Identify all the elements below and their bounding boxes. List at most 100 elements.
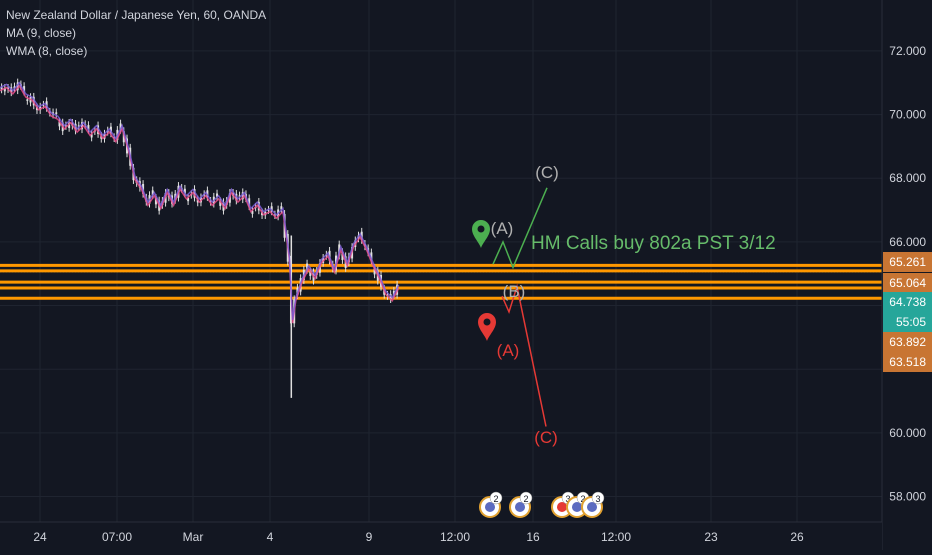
wave-label[interactable]: (C) bbox=[534, 428, 558, 447]
y-tick-label: 70.000 bbox=[889, 108, 926, 122]
chart-legend: New Zealand Dollar / Japanese Yen, 60, O… bbox=[6, 6, 266, 60]
event-count-bg bbox=[489, 491, 503, 505]
bullish-pin-icon-shape bbox=[472, 220, 490, 248]
event-icon bbox=[485, 502, 495, 512]
price-badge-label: 65.064 bbox=[889, 276, 926, 290]
candle-body[interactable] bbox=[77, 125, 80, 127]
event-count-bg bbox=[591, 491, 605, 505]
wave-label[interactable]: (A) bbox=[497, 341, 520, 360]
candle-body[interactable] bbox=[87, 125, 90, 130]
event-badge[interactable]: 2 bbox=[479, 491, 503, 518]
candle-body[interactable] bbox=[373, 268, 376, 275]
event-badge[interactable]: 3 bbox=[581, 491, 605, 518]
ma-indicator-label[interactable]: MA (9, close) bbox=[6, 26, 77, 40]
candle-body[interactable] bbox=[306, 263, 309, 270]
candle-body[interactable] bbox=[219, 201, 222, 206]
symbol-title[interactable]: New Zealand Dollar / Japanese Yen, 60, O… bbox=[6, 8, 267, 22]
candle-body[interactable] bbox=[55, 112, 58, 114]
candle-body[interactable] bbox=[273, 214, 276, 216]
x-tick-label: Mar bbox=[183, 530, 204, 544]
candle-body[interactable] bbox=[216, 193, 219, 197]
candle-body[interactable] bbox=[187, 197, 190, 202]
event-count: 3 bbox=[595, 494, 600, 504]
event-count: 2 bbox=[523, 494, 528, 504]
price-badge-label: 65.261 bbox=[889, 255, 926, 269]
wave-label[interactable]: (B) bbox=[503, 282, 526, 301]
candle-body[interactable] bbox=[97, 125, 100, 135]
candle-body[interactable] bbox=[119, 123, 122, 130]
x-tick-label: 12:00 bbox=[601, 530, 631, 544]
candle-body[interactable] bbox=[209, 200, 212, 202]
x-tick-label: 16 bbox=[526, 530, 540, 544]
candle-body[interactable] bbox=[270, 206, 273, 212]
bullish-pin-icon[interactable] bbox=[472, 220, 490, 248]
candle-body[interactable] bbox=[267, 209, 270, 211]
price-badge-label: 63.518 bbox=[889, 355, 926, 369]
candle-body[interactable] bbox=[248, 198, 251, 207]
candle-body[interactable] bbox=[32, 96, 35, 106]
candle-body[interactable] bbox=[151, 190, 154, 196]
event-count: 2 bbox=[580, 494, 585, 504]
candle-body[interactable] bbox=[251, 210, 254, 214]
candle-body[interactable] bbox=[23, 86, 26, 92]
candle-body[interactable] bbox=[193, 189, 196, 198]
wma-indicator-label[interactable]: WMA (8, close) bbox=[6, 44, 88, 58]
wma-line[interactable] bbox=[0, 81, 400, 320]
candle-body[interactable] bbox=[64, 125, 67, 127]
candle-body[interactable] bbox=[16, 82, 19, 91]
y-tick-label: 66.000 bbox=[889, 235, 926, 249]
candle-body[interactable] bbox=[183, 188, 186, 194]
bearish-wave-line[interactable] bbox=[501, 283, 547, 427]
candle-body[interactable] bbox=[257, 201, 260, 211]
candle-body[interactable] bbox=[241, 192, 244, 200]
candle-body[interactable] bbox=[90, 134, 93, 138]
x-tick-label: 23 bbox=[704, 530, 718, 544]
bullish-wave-line[interactable] bbox=[492, 187, 548, 270]
candle-body[interactable] bbox=[13, 86, 16, 89]
candle-body[interactable] bbox=[3, 87, 6, 92]
event-icon bbox=[587, 502, 597, 512]
candle-body[interactable] bbox=[48, 111, 51, 113]
price-badge[interactable] bbox=[883, 312, 932, 332]
price-badge[interactable] bbox=[883, 332, 932, 352]
candle-body[interactable] bbox=[309, 271, 312, 276]
price-badge-label: 63.892 bbox=[889, 335, 926, 349]
candle-body[interactable] bbox=[68, 122, 71, 128]
event-count-bg bbox=[519, 491, 533, 505]
price-badge[interactable] bbox=[883, 273, 932, 293]
event-badge[interactable]: 2 bbox=[509, 491, 533, 518]
candle-body[interactable] bbox=[113, 137, 116, 139]
price-badge[interactable] bbox=[883, 292, 932, 312]
ma-line[interactable] bbox=[0, 84, 400, 324]
event-icon bbox=[572, 502, 582, 512]
event-count: 2 bbox=[493, 494, 498, 504]
price-badge[interactable] bbox=[883, 252, 932, 272]
x-tick-label: 12:00 bbox=[440, 530, 470, 544]
x-tick-label: 07:00 bbox=[102, 530, 132, 544]
candle-body[interactable] bbox=[341, 252, 344, 261]
candle-body[interactable] bbox=[26, 99, 29, 101]
price-badge-label: 55:05 bbox=[896, 315, 926, 329]
candle-body[interactable] bbox=[0, 87, 3, 90]
time-axis[interactable] bbox=[0, 522, 882, 550]
event-badge[interactable]: 3 bbox=[551, 491, 575, 518]
candle-body[interactable] bbox=[370, 252, 373, 261]
bullish-pin-icon-hole bbox=[477, 225, 485, 233]
price-badge[interactable] bbox=[883, 352, 932, 372]
candle-body[interactable] bbox=[238, 195, 241, 197]
wave-label[interactable]: (A) bbox=[491, 219, 514, 238]
event-count: 3 bbox=[565, 494, 570, 504]
event-icon bbox=[515, 502, 525, 512]
candle-body[interactable] bbox=[58, 121, 61, 127]
chart-annotation-text[interactable]: HM Calls buy 802a PST 3/12 bbox=[531, 233, 776, 254]
bearish-pin-icon[interactable] bbox=[478, 313, 496, 341]
candle-body[interactable] bbox=[280, 206, 283, 210]
candle-body[interactable] bbox=[42, 104, 45, 106]
candle-body[interactable] bbox=[80, 122, 83, 130]
wave-label[interactable]: (C) bbox=[535, 163, 559, 182]
candle-body[interactable] bbox=[154, 197, 157, 205]
bearish-pin-icon-hole bbox=[483, 318, 491, 326]
y-tick-label: 68.000 bbox=[889, 171, 926, 185]
